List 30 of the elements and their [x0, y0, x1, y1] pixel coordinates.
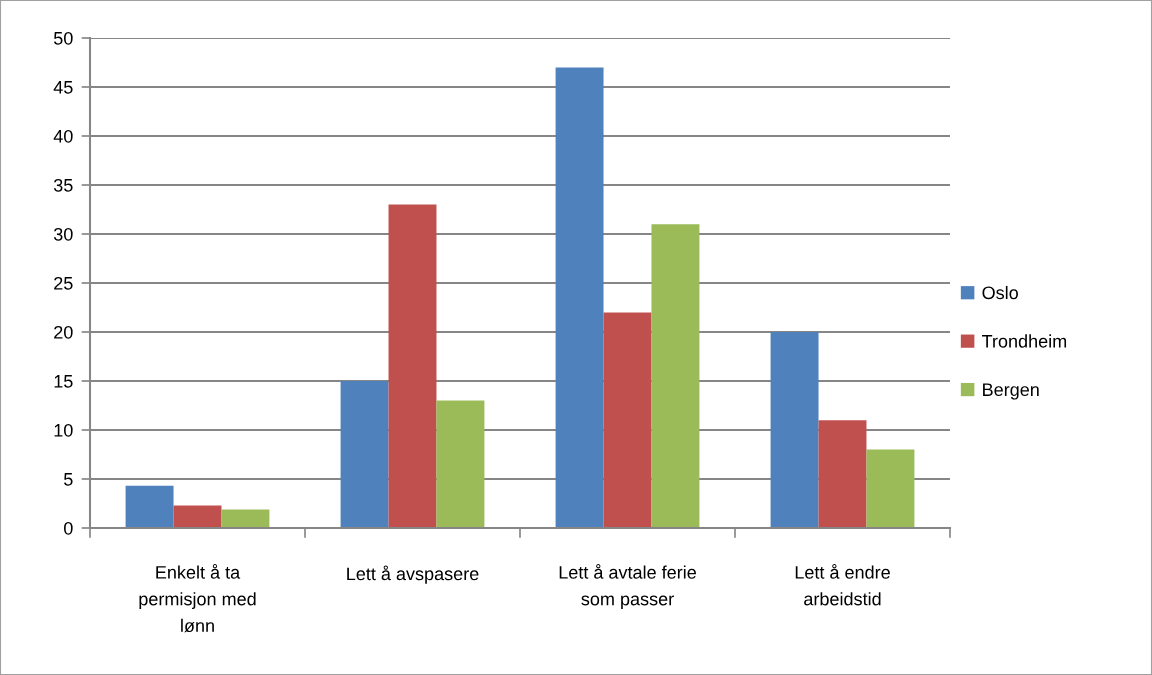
y-tick-label: 0 — [64, 521, 73, 535]
bar — [603, 312, 652, 528]
bar — [818, 420, 867, 528]
bar — [651, 224, 700, 528]
x-tick-label: Enkelt å ta permisjon med lønn — [139, 564, 256, 633]
x-tick-label: Lett å avspasere — [347, 565, 479, 584]
y-tick-label: 15 — [54, 375, 73, 388]
y-tick-label: 30 — [53, 227, 73, 241]
legend-label: Oslo — [982, 285, 1018, 300]
y-tick-label: 50 — [53, 31, 73, 45]
bar — [866, 449, 915, 528]
bar — [388, 204, 437, 528]
bar — [173, 505, 222, 528]
y-tick-label: 10 — [54, 423, 73, 437]
bar — [770, 332, 819, 528]
bar — [436, 400, 485, 528]
x-tick-label: Lett å endre arbeidstid — [795, 564, 890, 606]
bar — [555, 67, 604, 528]
y-tick-label: 25 — [54, 276, 73, 290]
legend-label: Trondheim — [982, 334, 1067, 348]
y-tick-label: 35 — [53, 178, 73, 192]
bar — [221, 509, 270, 528]
y-tick-label: 40 — [53, 129, 73, 143]
y-tick-label: 20 — [54, 325, 73, 339]
x-tick-label: Lett å avtale ferie som passer — [559, 564, 696, 609]
bar — [125, 485, 174, 528]
bar — [340, 381, 389, 528]
legend-label: Bergen — [983, 383, 1039, 400]
y-tick-label: 5 — [64, 473, 73, 486]
y-tick-label: 45 — [53, 81, 73, 94]
